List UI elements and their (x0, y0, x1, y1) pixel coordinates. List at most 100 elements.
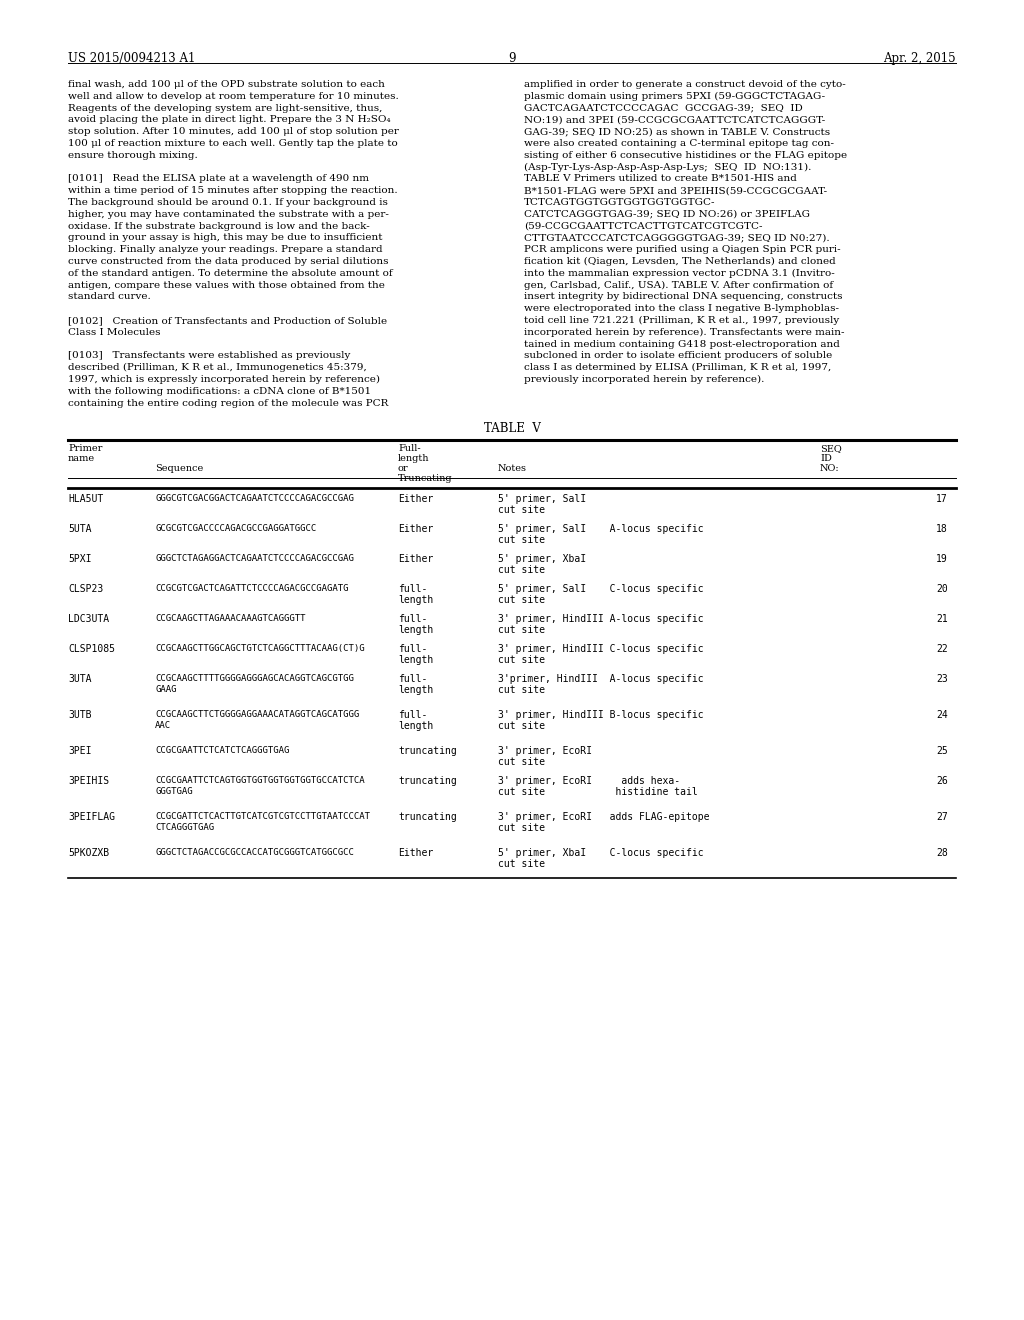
Text: full-: full- (398, 644, 427, 655)
Text: CTTGTAATCCCATCTCAGGGGGTGAG-39; SEQ ID N0:27).: CTTGTAATCCCATCTCAGGGGGTGAG-39; SEQ ID N0… (524, 234, 829, 243)
Text: cut site: cut site (498, 758, 545, 767)
Text: insert integrity by bidirectional DNA sequencing, constructs: insert integrity by bidirectional DNA se… (524, 293, 843, 301)
Text: 5' primer, XbaI    C-locus specific: 5' primer, XbaI C-locus specific (498, 849, 703, 858)
Text: US 2015/0094213 A1: US 2015/0094213 A1 (68, 51, 196, 65)
Text: 5' primer, SalI    A-locus specific: 5' primer, SalI A-locus specific (498, 524, 703, 535)
Text: Class I Molecules: Class I Molecules (68, 327, 161, 337)
Text: 3' primer, EcoRI   adds FLAG-epitope: 3' primer, EcoRI adds FLAG-epitope (498, 812, 710, 822)
Text: Notes: Notes (498, 465, 527, 474)
Text: 20: 20 (936, 585, 948, 594)
Text: CCGCAAGCTTAGAAACAAAGTCAGGGTT: CCGCAAGCTTAGAAACAAAGTCAGGGTT (155, 614, 305, 623)
Text: Sequence: Sequence (155, 465, 203, 474)
Text: CCGCGTCGACTCAGATTCTCCCCAGACGCCGAGATG: CCGCGTCGACTCAGATTCTCCCCAGACGCCGAGATG (155, 585, 348, 594)
Text: NO:19) and 3PEI (59-CCGCGCGAATTCTCATCTCAGGGT-: NO:19) and 3PEI (59-CCGCGCGAATTCTCATCTCA… (524, 115, 825, 124)
Text: Either: Either (398, 554, 433, 565)
Text: truncating: truncating (398, 776, 457, 787)
Text: 19: 19 (936, 554, 948, 565)
Text: Reagents of the developing system are light-sensitive, thus,: Reagents of the developing system are li… (68, 103, 382, 112)
Text: length: length (398, 722, 433, 731)
Text: cut site: cut site (498, 685, 545, 696)
Text: full-: full- (398, 585, 427, 594)
Text: cut site: cut site (498, 824, 545, 833)
Text: ground in your assay is high, this may be due to insufficient: ground in your assay is high, this may b… (68, 234, 383, 243)
Text: length: length (398, 656, 433, 665)
Text: 3'primer, HindIII  A-locus specific: 3'primer, HindIII A-locus specific (498, 675, 703, 684)
Text: amplified in order to generate a construct devoid of the cyto-: amplified in order to generate a constru… (524, 81, 846, 88)
Text: gen, Carlsbad, Calif., USA). TABLE V. After confirmation of: gen, Carlsbad, Calif., USA). TABLE V. Af… (524, 281, 834, 289)
Text: truncating: truncating (398, 746, 457, 756)
Text: GAG-39; SEQ ID NO:25) as shown in TABLE V. Constructs: GAG-39; SEQ ID NO:25) as shown in TABLE … (524, 127, 830, 136)
Text: standard curve.: standard curve. (68, 293, 151, 301)
Text: CLSP1085: CLSP1085 (68, 644, 115, 655)
Text: [0101]   Read the ELISA plate at a wavelength of 490 nm: [0101] Read the ELISA plate at a wavelen… (68, 174, 369, 183)
Text: B*1501-FLAG were 5PXI and 3PEIHIS(59-CCGCGCGAAT-: B*1501-FLAG were 5PXI and 3PEIHIS(59-CCG… (524, 186, 827, 195)
Text: TABLE  V: TABLE V (483, 422, 541, 436)
Text: or: or (398, 465, 409, 474)
Text: 5PXI: 5PXI (68, 554, 91, 565)
Text: CCGCAAGCTTTTGGGGAGGGAGCACAGGTCAGCGTGG: CCGCAAGCTTTTGGGGAGGGAGCACAGGTCAGCGTGG (155, 675, 354, 684)
Text: HLA5UT: HLA5UT (68, 495, 103, 504)
Text: cut site: cut site (498, 565, 545, 576)
Text: class I as determined by ELISA (Prilliman, K R et al, 1997,: class I as determined by ELISA (Prillima… (524, 363, 831, 372)
Text: final wash, add 100 μl of the OPD substrate solution to each: final wash, add 100 μl of the OPD substr… (68, 81, 385, 88)
Text: GACTCAGAATCTCCCCAGAC  GCCGAG-39;  SEQ  ID: GACTCAGAATCTCCCCAGAC GCCGAG-39; SEQ ID (524, 103, 803, 112)
Text: full-: full- (398, 675, 427, 684)
Text: 5UTA: 5UTA (68, 524, 91, 535)
Text: oxidase. If the substrate background is low and the back-: oxidase. If the substrate background is … (68, 222, 370, 231)
Text: cut site: cut site (498, 506, 545, 515)
Text: Either: Either (398, 524, 433, 535)
Text: tained in medium containing G418 post-electroporation and: tained in medium containing G418 post-el… (524, 339, 840, 348)
Text: well and allow to develop at room temperature for 10 minutes.: well and allow to develop at room temper… (68, 92, 398, 100)
Text: cut site            histidine tail: cut site histidine tail (498, 788, 697, 797)
Text: stop solution. After 10 minutes, add 100 μl of stop solution per: stop solution. After 10 minutes, add 100… (68, 127, 399, 136)
Text: 26: 26 (936, 776, 948, 787)
Text: CTCAGGGTGAG: CTCAGGGTGAG (155, 824, 214, 833)
Text: cut site: cut site (498, 656, 545, 665)
Text: 9: 9 (508, 51, 516, 65)
Text: sisting of either 6 consecutive histidines or the FLAG epitope: sisting of either 6 consecutive histidin… (524, 150, 847, 160)
Text: 17: 17 (936, 495, 948, 504)
Text: CLSP23: CLSP23 (68, 585, 103, 594)
Text: within a time period of 15 minutes after stopping the reaction.: within a time period of 15 minutes after… (68, 186, 397, 195)
Text: 5' primer, SalI    C-locus specific: 5' primer, SalI C-locus specific (498, 585, 703, 594)
Text: 5PKOZXB: 5PKOZXB (68, 849, 110, 858)
Text: fication kit (Qiagen, Levsden, The Netherlands) and cloned: fication kit (Qiagen, Levsden, The Nethe… (524, 257, 836, 267)
Text: 3UTA: 3UTA (68, 675, 91, 684)
Text: curve constructed from the data produced by serial dilutions: curve constructed from the data produced… (68, 257, 388, 267)
Text: cut site: cut site (498, 626, 545, 635)
Text: 3' primer, HindIII B-locus specific: 3' primer, HindIII B-locus specific (498, 710, 703, 721)
Text: length: length (398, 685, 433, 696)
Text: TCTCAGTGGTGGTGGTGGTGGTGC-: TCTCAGTGGTGGTGGTGGTGGTGC- (524, 198, 716, 207)
Text: higher, you may have contaminated the substrate with a per-: higher, you may have contaminated the su… (68, 210, 389, 219)
Text: incorporated herein by reference). Transfectants were main-: incorporated herein by reference). Trans… (524, 327, 845, 337)
Text: full-: full- (398, 710, 427, 721)
Text: GCGCGTCGACCCCAGACGCCGAGGATGGCC: GCGCGTCGACCCCAGACGCCGAGGATGGCC (155, 524, 316, 533)
Text: Either: Either (398, 495, 433, 504)
Text: AAC: AAC (155, 722, 171, 730)
Text: GAAG: GAAG (155, 685, 176, 694)
Text: cut site: cut site (498, 722, 545, 731)
Text: 3' primer, EcoRI: 3' primer, EcoRI (498, 746, 592, 756)
Text: 3' primer, HindIII A-locus specific: 3' primer, HindIII A-locus specific (498, 614, 703, 624)
Text: 3' primer, HindIII C-locus specific: 3' primer, HindIII C-locus specific (498, 644, 703, 655)
Text: of the standard antigen. To determine the absolute amount of: of the standard antigen. To determine th… (68, 269, 392, 277)
Text: 3PEIHIS: 3PEIHIS (68, 776, 110, 787)
Text: truncating: truncating (398, 812, 457, 822)
Text: GGGCTCTAGAGGACTCAGAATCTCCCCAGACGCCGAG: GGGCTCTAGAGGACTCAGAATCTCCCCAGACGCCGAG (155, 554, 354, 564)
Text: subcloned in order to isolate efficient producers of soluble: subcloned in order to isolate efficient … (524, 351, 833, 360)
Text: toid cell line 721.221 (Prilliman, K R et al., 1997, previously: toid cell line 721.221 (Prilliman, K R e… (524, 315, 840, 325)
Text: cut site: cut site (498, 595, 545, 606)
Text: (Asp-Tyr-Lys-Asp-Asp-Asp-Asp-Lys;  SEQ  ID  NO:131).: (Asp-Tyr-Lys-Asp-Asp-Asp-Asp-Lys; SEQ ID… (524, 162, 811, 172)
Text: CCGCGATTCTCACTTGTCATCGTCGTCCTTGTAATCCCAT: CCGCGATTCTCACTTGTCATCGTCGTCCTTGTAATCCCAT (155, 812, 370, 821)
Text: Full-: Full- (398, 445, 421, 453)
Text: [0103]   Transfectants were established as previously: [0103] Transfectants were established as… (68, 351, 350, 360)
Text: described (Prilliman, K R et al., Immunogenetics 45:379,: described (Prilliman, K R et al., Immuno… (68, 363, 367, 372)
Text: Either: Either (398, 849, 433, 858)
Text: 5' primer, SalI: 5' primer, SalI (498, 495, 586, 504)
Text: 100 μl of reaction mixture to each well. Gently tap the plate to: 100 μl of reaction mixture to each well.… (68, 139, 397, 148)
Text: GGGCTCTAGACCGCGCCACCATGCGGGTCATGGCGCC: GGGCTCTAGACCGCGCCACCATGCGGGTCATGGCGCC (155, 849, 354, 858)
Text: PCR amplicons were purified using a Qiagen Spin PCR puri-: PCR amplicons were purified using a Qiag… (524, 246, 841, 255)
Text: 18: 18 (936, 524, 948, 535)
Text: TABLE V Primers utilized to create B*1501-HIS and: TABLE V Primers utilized to create B*150… (524, 174, 797, 183)
Text: The background should be around 0.1. If your background is: The background should be around 0.1. If … (68, 198, 388, 207)
